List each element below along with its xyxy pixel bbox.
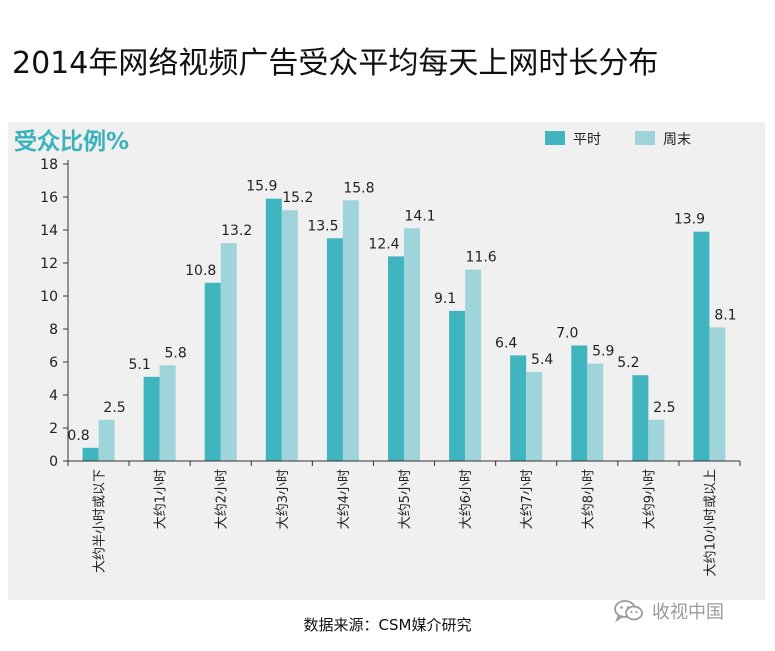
bar-weekday bbox=[571, 345, 588, 461]
bar-weekend bbox=[220, 243, 237, 461]
wechat-icon bbox=[614, 600, 643, 623]
data-label: 5.2 bbox=[617, 355, 639, 371]
x-tick-label: 大约5小时 bbox=[398, 469, 413, 529]
bar-weekday bbox=[82, 447, 99, 461]
legend-label: 周末 bbox=[663, 132, 691, 148]
y-axis: 0 2 4 6 8 10 12 14 16 18 bbox=[40, 157, 69, 470]
bar-weekend bbox=[709, 327, 726, 461]
x-tick-label: 大约2小时 bbox=[215, 469, 230, 529]
data-label: 5.9 bbox=[592, 344, 614, 360]
x-tick-label: 大约1小时 bbox=[154, 469, 169, 529]
bar-weekday bbox=[510, 355, 527, 461]
data-label: 13.5 bbox=[307, 218, 338, 234]
data-label: 5.1 bbox=[129, 357, 151, 373]
y-tick-label: 6 bbox=[49, 355, 58, 371]
y-tick-label: 8 bbox=[49, 322, 58, 338]
page-title: 2014年网络视频广告受众平均每天上网时长分布 bbox=[12, 46, 659, 81]
bar-weekend bbox=[342, 200, 359, 462]
watermark: 收视中国 bbox=[614, 598, 724, 624]
x-tick-label: 大约6小时 bbox=[459, 469, 474, 529]
y-tick-label: 16 bbox=[40, 190, 58, 206]
data-label: 11.6 bbox=[466, 250, 497, 266]
data-label: 15.8 bbox=[343, 180, 374, 196]
bar-weekday bbox=[693, 231, 710, 461]
watermark-text: 收视中国 bbox=[652, 602, 724, 623]
data-label: 13.9 bbox=[674, 212, 705, 228]
y-tick-label: 12 bbox=[40, 256, 58, 272]
y-tick-label: 14 bbox=[40, 223, 58, 239]
data-label: 2.5 bbox=[103, 400, 125, 416]
legend-swatch-weekday bbox=[545, 131, 565, 145]
data-label: 15.9 bbox=[246, 179, 277, 195]
bar-weekday bbox=[632, 375, 649, 461]
x-tick-label: 大约3小时 bbox=[276, 469, 291, 529]
bar-weekend bbox=[587, 363, 604, 461]
x-tick-label: 大约半小时或以下 bbox=[93, 469, 108, 573]
bar-weekday bbox=[204, 282, 221, 461]
data-label: 10.8 bbox=[185, 263, 216, 279]
data-label: 15.2 bbox=[282, 190, 313, 206]
bar-chart: 受众比例% 平时 周末 0 2 4 6 8 10 12 14 16 18 0.8 2.5 5.1 5.8 1… bbox=[14, 128, 741, 577]
y-tick-label: 10 bbox=[40, 289, 58, 305]
x-tick-label: 大约9小时 bbox=[642, 469, 657, 529]
bar-weekend bbox=[465, 269, 482, 461]
x-tick-label: 大约10小时或以上 bbox=[703, 469, 718, 577]
data-label: 8.1 bbox=[714, 307, 736, 323]
bar-weekend bbox=[281, 210, 298, 461]
data-label: 13.2 bbox=[221, 223, 252, 239]
data-label: 2.5 bbox=[653, 400, 675, 416]
source-note: 数据来源：CSM媒介研究 bbox=[303, 616, 472, 634]
bar-weekend bbox=[98, 419, 115, 461]
data-label: 0.8 bbox=[67, 428, 89, 444]
bar-weekday bbox=[449, 310, 466, 461]
x-tick-label: 大约4小时 bbox=[337, 469, 352, 529]
bar-weekend bbox=[648, 419, 665, 461]
data-label: 6.4 bbox=[495, 335, 517, 351]
y-axis-title: 受众比例% bbox=[14, 128, 129, 155]
data-label: 5.8 bbox=[165, 345, 187, 361]
bar-weekday bbox=[326, 238, 343, 461]
data-label: 5.4 bbox=[531, 352, 553, 368]
y-tick-label: 2 bbox=[49, 421, 58, 437]
y-tick-label: 4 bbox=[49, 388, 58, 404]
x-tick-label: 大约8小时 bbox=[581, 469, 596, 529]
chart-panel: 受众比例% 平时 周末 0 2 4 6 8 10 12 14 16 18 0.8 2.5 5.1 5.8 1… bbox=[8, 122, 765, 600]
bar-weekend bbox=[526, 371, 543, 461]
bar-weekday bbox=[143, 376, 160, 461]
legend-label: 平时 bbox=[573, 132, 601, 148]
data-label: 14.1 bbox=[404, 208, 435, 224]
x-axis: 大约半小时或以下 大约1小时 大约2小时 大约3小时 大约4小时 大约5小时 大约6小时 大约… bbox=[67, 460, 741, 577]
data-label: 9.1 bbox=[434, 291, 456, 307]
y-tick-label: 0 bbox=[49, 454, 58, 470]
y-tick-label: 18 bbox=[40, 157, 58, 173]
bar-weekend bbox=[404, 228, 420, 461]
bar-weekend bbox=[159, 365, 176, 461]
data-label: 7.0 bbox=[556, 326, 578, 342]
legend-swatch-weekend bbox=[635, 131, 655, 145]
legend: 平时 周末 bbox=[545, 131, 691, 148]
bar-weekday bbox=[265, 198, 282, 461]
data-label: 12.4 bbox=[368, 236, 399, 252]
bar-weekday bbox=[388, 256, 404, 461]
x-tick-label: 大约7小时 bbox=[520, 469, 535, 529]
bars: 0.8 2.5 5.1 5.8 10.8 13.2 15.9 15.2 13.5 15.8 12.4… bbox=[67, 179, 737, 462]
